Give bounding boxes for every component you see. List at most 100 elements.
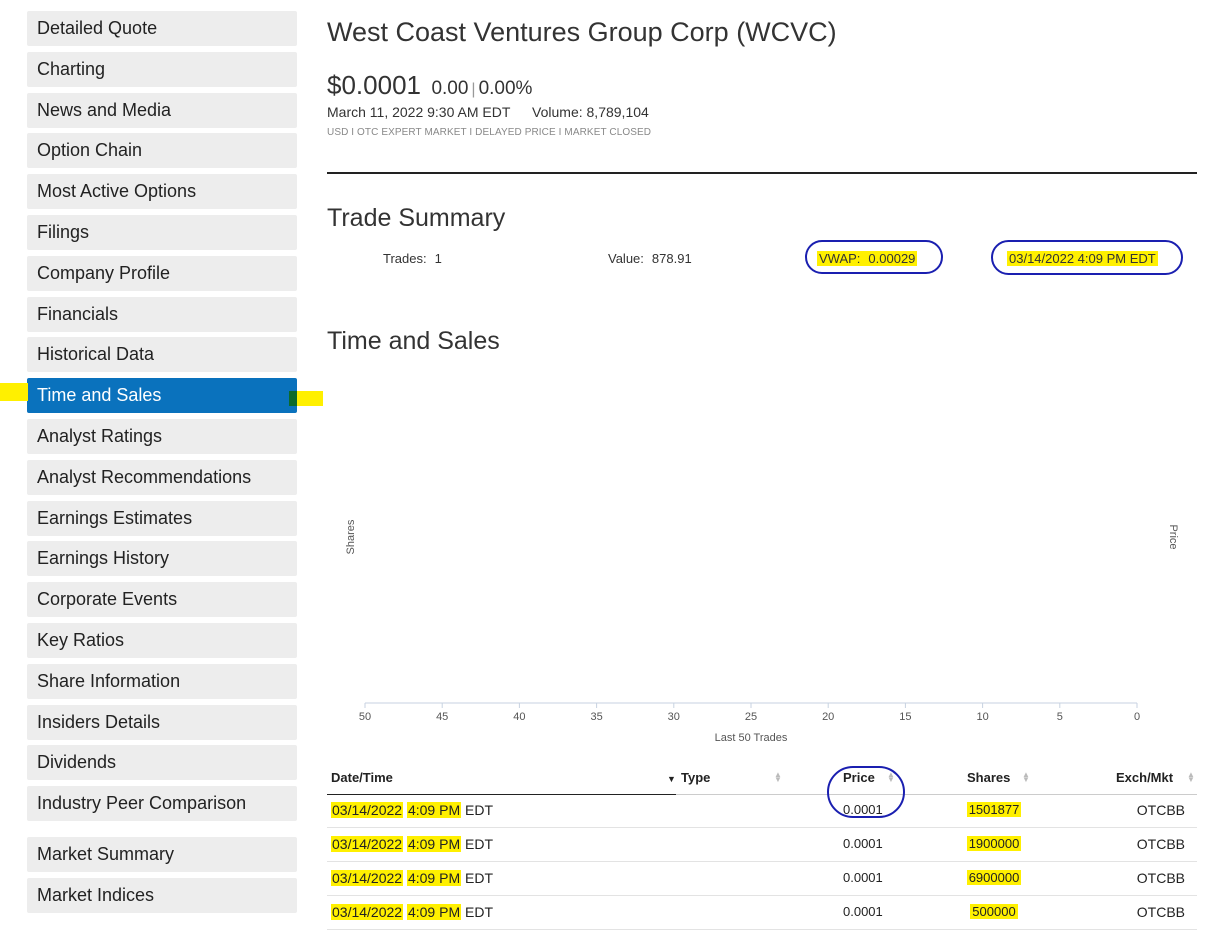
sidebar-item-option-chain[interactable]: Option Chain [27,133,297,169]
cell-shares: 6900000 [966,870,1022,885]
cell-date: 03/14/2022 [331,904,404,920]
sort-desc-icon[interactable]: ▼ [667,774,676,784]
cell-time: 4:09 PM [406,904,462,920]
value-summary: Value: 878.91 [608,251,692,266]
sidebar-gap [27,827,297,837]
x-tick-label: 35 [590,711,602,723]
price-annotation-circle [827,766,905,818]
x-tick-label: 45 [436,711,448,723]
cell-shares: 1501877 [966,802,1022,817]
sidebar-item-historical-data[interactable]: Historical Data [27,337,297,373]
sidebar-item-dividends[interactable]: Dividends [27,745,297,781]
cell-exch: OTCBB [1136,870,1185,886]
x-tick-label: 40 [513,711,525,723]
price-separator: | [471,81,476,98]
sidebar-item-market-indices[interactable]: Market Indices [27,877,297,913]
last-trades-chart: Shares Price 50 45 40 35 30 25 20 15 10 5 0 Last 5… [345,519,1179,744]
price-change: 0.00 [431,78,469,99]
cell-exch: OTCBB [1136,802,1185,818]
cell-shares-value: 1501877 [966,802,1022,817]
x-tick-label: 25 [745,711,757,723]
sidebar-item-market-summary[interactable]: Market Summary [27,836,297,872]
trades-value: 1 [434,251,442,266]
sidebar-nav: Detailed Quote Charting News and Media Opti… [27,11,297,919]
summary-timestamp: 03/14/2022 4:09 PM EDT [1007,251,1158,266]
price-change-pct: 0.00% [478,78,533,99]
cell-shares-value: 500000 [970,904,1018,919]
sidebar-item-analyst-ratings[interactable]: Analyst Ratings [27,418,297,454]
table-header-row: Date/Time ▼ Type ▲ ▼ Price ▲ ▼ Shares ▲ ▼ E… [327,764,1197,795]
sidebar-item-time-and-sales[interactable]: Time and Sales [27,378,297,414]
col-header-datetime[interactable]: Date/Time [331,770,393,785]
vwap-label: VWAP: [819,251,861,266]
trade-summary-title: Trade Summary [327,204,506,232]
page-title: West Coast Ventures Group Corp (WCVC) [327,17,837,47]
sort-icon-type[interactable]: ▲ ▼ [774,770,782,784]
sidebar-item-charting[interactable]: Charting [27,51,297,87]
cell-time: 4:09 PM [406,802,462,818]
time-and-sales-table: Date/Time ▼ Type ▲ ▼ Price ▲ ▼ Shares ▲ ▼ E… [327,764,1197,930]
vwap-annotation-circle [805,240,943,274]
col-header-exch[interactable]: Exch/Mkt [1116,770,1174,785]
value-value: 878.91 [651,251,692,266]
x-tick-label: 10 [976,711,988,723]
sidebar-item-news-and-media[interactable]: News and Media [27,92,297,128]
cell-time: 4:09 PM [406,870,462,886]
sidebar-item-earnings-estimates[interactable]: Earnings Estimates [27,500,297,536]
sort-icon-shares[interactable]: ▲ ▼ [1022,770,1030,784]
sidebar-item-company-profile[interactable]: Company Profile [27,255,297,291]
trades-label: Trades: [383,251,427,266]
table-row: 03/14/2022 4:09 PM EDT 0.0001 1501877 OTCBB [327,794,1197,828]
col-header-type[interactable]: Type [681,770,711,785]
col-header-shares[interactable]: Shares [967,770,1011,785]
table-body: 03/14/2022 4:09 PM EDT 0.0001 1501877 OTCBB… [327,794,1197,930]
summary-timestamp-text: 03/14/2022 4:09 PM EDT [1007,251,1158,266]
sidebar-item-earnings-history[interactable]: Earnings History [27,541,297,577]
cell-price: 0.0001 [843,870,883,885]
quote-datetime-line: March 11, 2022 9:30 AM EDT Volume: 8,789… [327,104,649,120]
sidebar-item-industry-peer-comparison[interactable]: Industry Peer Comparison [27,786,297,822]
cell-exch: OTCBB [1136,904,1185,920]
vwap-summary: VWAP: 0.00029 [817,251,918,266]
sidebar-item-analyst-recommendations[interactable]: Analyst Recommendations [27,459,297,495]
sort-icon-exch[interactable]: ▲ ▼ [1187,770,1195,784]
table-row: 03/14/2022 4:09 PM EDT 0.0001 1900000 OTCBB [327,828,1197,862]
x-tick-label: 20 [822,711,834,723]
y2-axis-label: Price [1167,524,1179,549]
cell-shares-value: 1900000 [966,836,1022,851]
highlight-mark-right-green [289,391,297,406]
timestamp-annotation-circle [991,240,1183,275]
sidebar-item-share-information[interactable]: Share Information [27,663,297,699]
price-line: $0.0001 0.00 | 0.00% [327,70,532,101]
cell-exch: OTCBB [1136,836,1185,852]
sidebar-item-filings[interactable]: Filings [27,214,297,250]
cell-price: 0.0001 [843,904,883,919]
sidebar-secondary-list: Market Summary Market Indices [27,836,297,913]
cell-date: 03/14/2022 [331,802,404,818]
highlight-mark-left [0,383,28,401]
cell-date: 03/14/2022 [331,870,404,886]
x-tick-label: 30 [668,711,680,723]
sidebar-item-most-active-options[interactable]: Most Active Options [27,174,297,210]
value-label: Value: [608,251,644,266]
y-axis-label: Shares [345,519,357,554]
volume-value: 8,789,104 [586,104,649,120]
cell-tz: EDT [465,836,493,852]
cell-date: 03/14/2022 [331,836,404,852]
time-and-sales-title: Time and Sales [327,327,500,355]
header-underline-sorted [327,794,676,795]
sidebar-item-corporate-events[interactable]: Corporate Events [27,582,297,618]
sidebar-item-financials[interactable]: Financials [27,296,297,332]
last-price: $0.0001 [327,70,421,100]
sidebar-item-detailed-quote[interactable]: Detailed Quote [27,11,297,46]
cell-tz: EDT [465,870,493,886]
x-tick-label: 15 [899,711,911,723]
x-tick-label: 50 [359,711,371,723]
sidebar-item-insiders-details[interactable]: Insiders Details [27,704,297,740]
cell-datetime: 03/14/2022 4:09 PM EDT [331,904,493,920]
x-tick-label: 5 [1057,711,1063,723]
cell-shares: 1900000 [966,836,1022,851]
cell-datetime: 03/14/2022 4:09 PM EDT [331,836,493,852]
sidebar-item-key-ratios[interactable]: Key Ratios [27,622,297,658]
cell-datetime: 03/14/2022 4:09 PM EDT [331,802,493,818]
